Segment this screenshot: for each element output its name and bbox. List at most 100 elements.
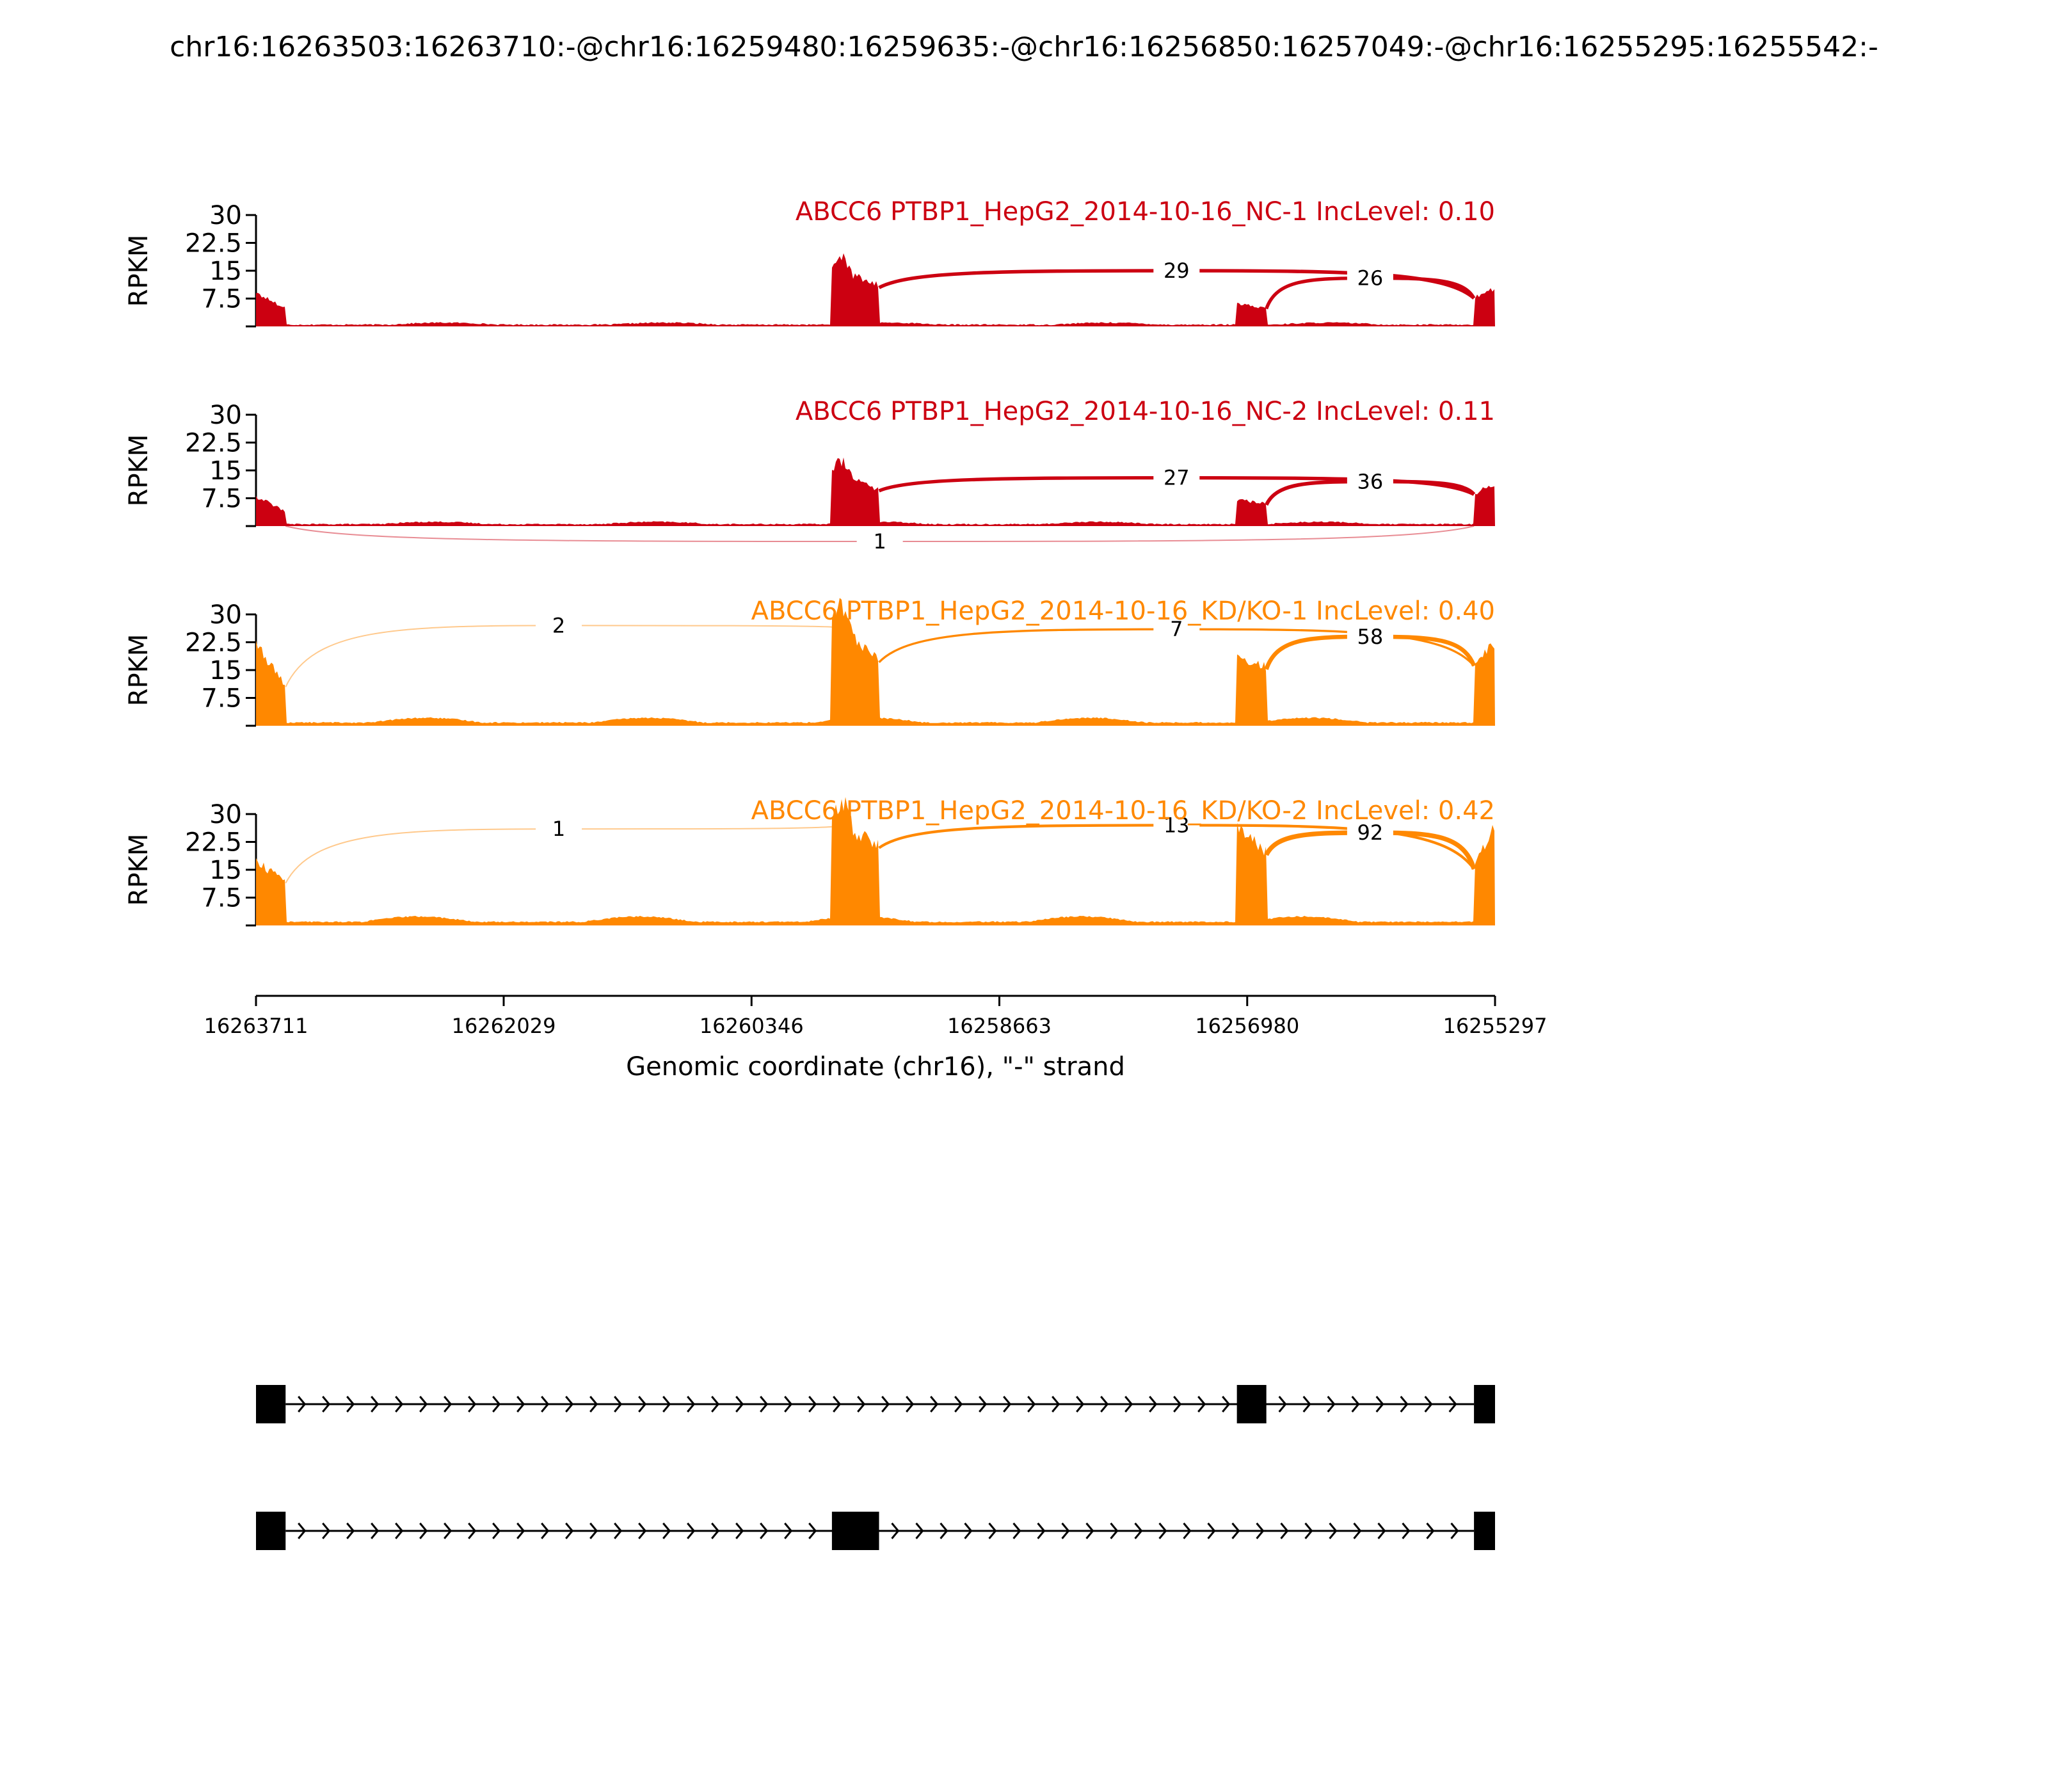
track-title: ABCC6 PTBP1_HepG2_2014-10-16_KD/KO-2 Inc… (751, 796, 1495, 826)
strand-arrow (1183, 1523, 1192, 1539)
y-tick-label: 7.5 (201, 684, 242, 714)
strand-arrow (808, 1523, 817, 1539)
y-tick-label: 7.5 (201, 484, 242, 514)
strand-arrow (1450, 1523, 1459, 1539)
strand-arrow (1149, 1396, 1158, 1412)
x-tick-label: 16255297 (1443, 1014, 1548, 1038)
strand-arrow (940, 1523, 948, 1539)
isoform-1 (256, 1385, 1495, 1423)
y-tick-label: 7.5 (201, 285, 242, 314)
strand-arrow (322, 1396, 331, 1412)
y-axis-label: RPKM (124, 834, 154, 906)
strand-arrow (419, 1523, 428, 1539)
strand-arrow (1426, 1523, 1435, 1539)
strand-arrow (444, 1523, 452, 1539)
y-tick-label: 15 (209, 257, 242, 286)
junction-label: 58 (1357, 625, 1384, 649)
strand-arrow (1173, 1396, 1182, 1412)
junction-label: 26 (1357, 266, 1384, 291)
y-axis-label: RPKM (124, 634, 154, 707)
exon-block (1474, 1385, 1495, 1423)
strand-arrow (1110, 1523, 1119, 1539)
strand-arrow (964, 1523, 973, 1539)
y-tick-label: 22.5 (185, 828, 242, 858)
strand-arrow (541, 1523, 550, 1539)
strand-arrow (1222, 1396, 1231, 1412)
strand-arrow (1076, 1396, 1085, 1412)
strand-arrow (516, 1396, 525, 1412)
strand-arrow (638, 1523, 647, 1539)
track-title: ABCC6 PTBP1_HepG2_2014-10-16_NC-2 IncLev… (796, 397, 1495, 426)
strand-arrow (1327, 1396, 1336, 1412)
strand-arrow (322, 1523, 331, 1539)
junction-label: 7 (1170, 617, 1183, 641)
strand-arrow (444, 1396, 452, 1412)
strand-arrow (760, 1396, 769, 1412)
y-tick-label: 15 (209, 856, 242, 885)
strand-arrow (1256, 1523, 1265, 1539)
strand-arrow (1329, 1523, 1338, 1539)
strand-arrow (468, 1396, 477, 1412)
strand-arrow (371, 1523, 380, 1539)
strand-arrow (1424, 1396, 1433, 1412)
y-tick-label: 15 (209, 456, 242, 486)
strand-arrow (954, 1396, 963, 1412)
strand-arrow (808, 1396, 817, 1412)
strand-arrow (711, 1523, 720, 1539)
y-tick-label: 7.5 (201, 884, 242, 913)
strand-arrow (687, 1523, 696, 1539)
junction-label-bg (536, 815, 582, 841)
strand-arrow (1400, 1396, 1409, 1412)
strand-arrow (857, 1396, 866, 1412)
track-title: ABCC6 PTBP1_HepG2_2014-10-16_KD/KO-1 Inc… (751, 596, 1495, 626)
exon-block (831, 1512, 879, 1550)
coverage-area (256, 253, 1495, 326)
x-tick-label: 16258663 (947, 1014, 1052, 1038)
strand-arrow (881, 1396, 890, 1412)
strand-arrow (687, 1396, 696, 1412)
strand-arrow (735, 1523, 744, 1539)
y-tick-label: 30 (209, 201, 242, 230)
junction-label-bg (1347, 622, 1393, 648)
strand-arrow (395, 1396, 404, 1412)
strand-arrow (711, 1396, 720, 1412)
strand-arrow (565, 1523, 574, 1539)
strand-arrow (784, 1396, 793, 1412)
strand-arrow (1012, 1523, 1021, 1539)
strand-arrow (1052, 1396, 1060, 1412)
y-tick-label: 22.5 (185, 628, 242, 658)
isoform-2 (256, 1512, 1495, 1550)
strand-arrow (662, 1523, 671, 1539)
junction-label-bg (856, 527, 903, 553)
strand-arrow (492, 1523, 501, 1539)
exon-block (256, 1385, 286, 1423)
strand-arrow (371, 1396, 380, 1412)
track-title: ABCC6 PTBP1_HepG2_2014-10-16_NC-1 IncLev… (796, 197, 1495, 227)
x-tick-label: 16262029 (452, 1014, 556, 1038)
coverage-area (256, 457, 1495, 526)
junction-label-bg (1347, 819, 1393, 844)
strand-arrow (346, 1396, 355, 1412)
strand-arrow (1124, 1396, 1133, 1412)
strand-arrow (468, 1523, 477, 1539)
strand-arrow (1003, 1396, 1012, 1412)
strand-arrow (516, 1523, 525, 1539)
strand-arrow (1207, 1523, 1216, 1539)
y-axis-label: RPKM (124, 435, 154, 507)
strand-arrow (1231, 1523, 1240, 1539)
exon-block (1236, 1385, 1267, 1423)
x-tick-label: 16263711 (204, 1014, 308, 1038)
strand-arrow (346, 1523, 355, 1539)
junction-label: 27 (1164, 466, 1190, 490)
junction-label-bg (1153, 257, 1200, 282)
strand-arrow (1158, 1523, 1167, 1539)
junction-label-bg (1347, 264, 1393, 290)
junction-label: 29 (1164, 259, 1190, 283)
strand-arrow (915, 1523, 924, 1539)
strand-arrow (1278, 1396, 1287, 1412)
x-tick-label: 16260346 (700, 1014, 804, 1038)
